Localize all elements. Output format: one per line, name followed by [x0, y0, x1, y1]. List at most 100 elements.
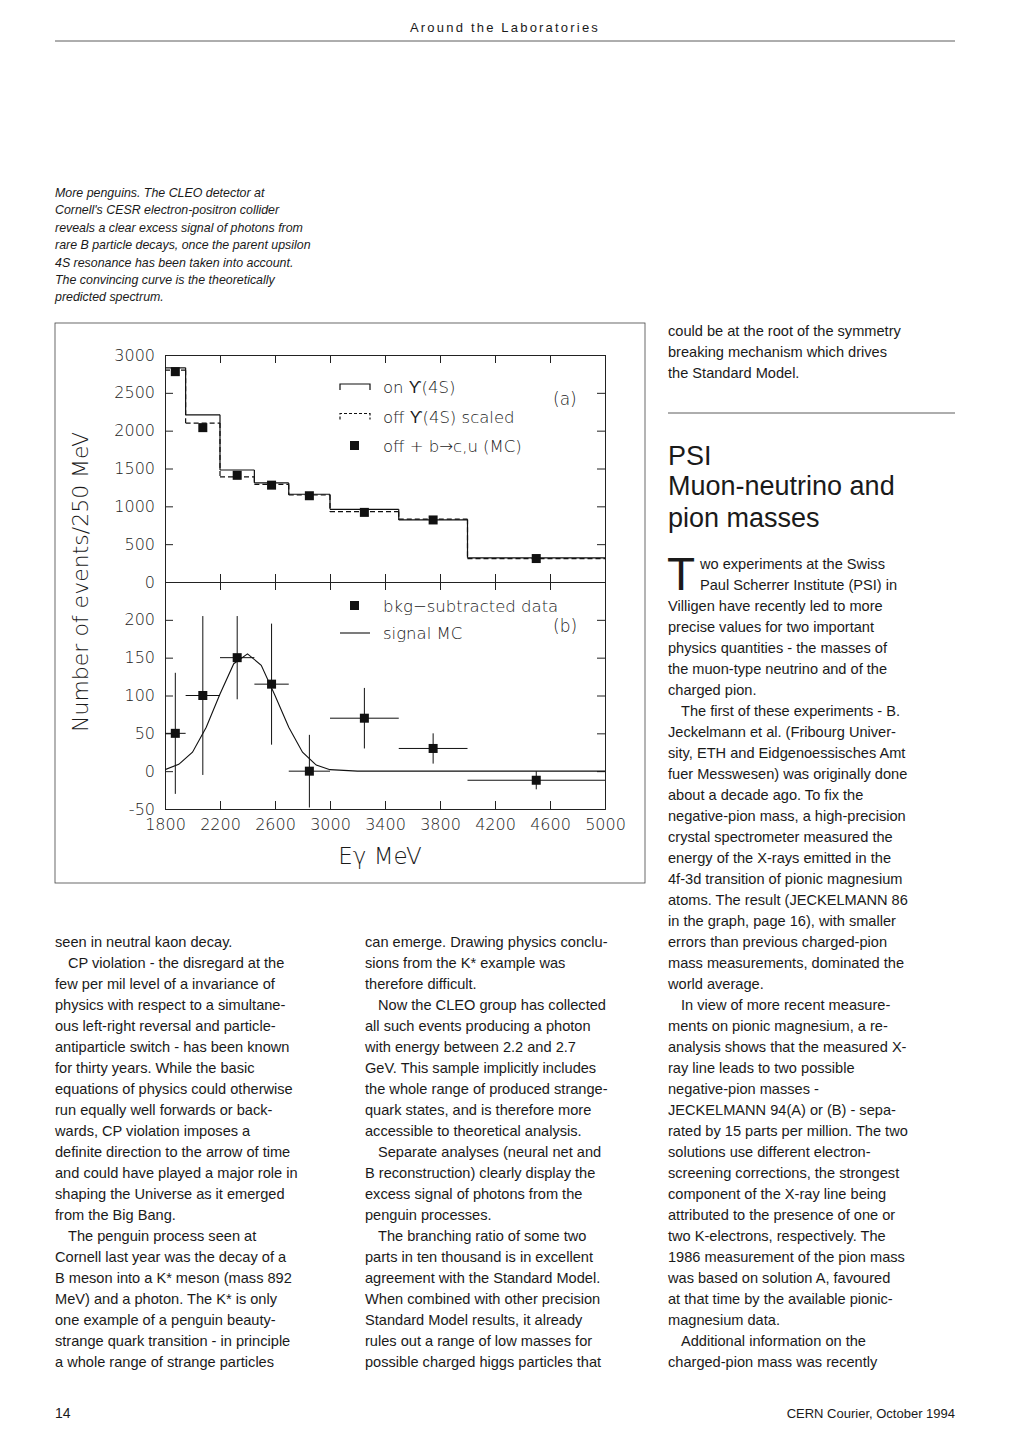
body-line: from the Big Bang.: [55, 1207, 176, 1223]
tick: [385, 355, 386, 363]
tick-mark: [495, 582, 496, 590]
tick: [440, 574, 441, 582]
histogram-step: [186, 414, 220, 415]
body-line: few per mil level of a invariance of: [55, 976, 276, 992]
body-line: can emerge. Drawing physics conclu-: [365, 934, 608, 950]
tick-mark: [220, 355, 221, 363]
axis-line: [166, 801, 606, 810]
marker: [198, 691, 207, 700]
legend-label: signal MC: [383, 624, 462, 643]
tick-mark: [440, 574, 441, 582]
body-line: component of the X-ray line being: [668, 1186, 886, 1202]
body-line: B meson into a K* meson (mass 892: [55, 1270, 292, 1286]
tick-mark: [330, 801, 331, 809]
tick: [597, 809, 605, 810]
tick: [550, 574, 551, 582]
body-line: penguin processes.: [365, 1207, 492, 1223]
axis-line: [166, 583, 174, 810]
body-line: all such events producing a photon: [365, 1018, 591, 1034]
tick-mark: [165, 469, 173, 470]
tick-mark: [385, 574, 386, 582]
y-axis-right: [597, 356, 606, 583]
tick-mark: [275, 801, 276, 809]
marker: [360, 714, 369, 723]
marker: [305, 767, 314, 776]
body-line: equations of physics could otherwise: [55, 1081, 293, 1097]
tick: [597, 393, 605, 394]
tick-label: 2000: [114, 421, 155, 440]
body-line: 4f-3d transition of pionic magnesium: [668, 871, 902, 887]
tick-label: 3400: [365, 815, 406, 834]
body-line: Paul Scherrer Institute (PSI) in: [700, 577, 897, 593]
tick-mark: [597, 469, 605, 470]
tick-mark: [330, 355, 331, 363]
tick: [550, 355, 551, 363]
tick: 150: [124, 648, 173, 667]
tick-mark: [440, 582, 441, 590]
y-axis: 050010001500200025003000: [114, 346, 173, 592]
body-line: mass measurements, dominated the: [668, 955, 904, 971]
tick: [597, 469, 605, 470]
body-line: therefore difficult.: [365, 976, 477, 992]
header-rule: [55, 41, 955, 42]
tick: 2000: [114, 421, 173, 440]
body-line: antiparticle switch - has been known: [55, 1039, 289, 1055]
body-line: could be at the root of the symmetry: [668, 323, 902, 339]
tick-label: 1000: [114, 497, 155, 516]
marker: [429, 744, 438, 753]
page-number: 14: [55, 1405, 71, 1421]
legend-item: signal MC: [340, 624, 462, 643]
drop-cap: T: [667, 548, 695, 600]
legend-item: on ϒ(4S): [340, 378, 455, 397]
tick: [597, 658, 605, 659]
body-line: shaping the Universe as it emerged: [55, 1186, 285, 1202]
body-line: with energy between 2.2 and 2.7: [364, 1039, 576, 1055]
marker: [171, 367, 180, 376]
legend-symbol: [340, 632, 370, 633]
curve: [165, 654, 605, 771]
marker: [360, 508, 369, 517]
tick-mark: [165, 658, 173, 659]
body-line: ments on pionic magnesium, a re-: [668, 1018, 888, 1034]
histogram-riser: [329, 495, 330, 512]
tick-mark: [495, 801, 496, 809]
tick-mark: [597, 355, 605, 356]
tick-mark: [597, 544, 605, 545]
body-line: charged pion.: [668, 682, 756, 698]
tick: 3400: [365, 801, 406, 834]
body-line: errors than previous charged-pion: [668, 934, 887, 950]
legend: on ϒ(4S)off ϒ(4S) scaledoff + b→c,u (MC): [340, 378, 522, 456]
axis-line: [597, 356, 606, 583]
tick: 200: [124, 610, 173, 629]
histogram-riser: [288, 483, 289, 494]
tick-mark: [550, 801, 551, 809]
legend-symbol: [340, 384, 370, 390]
x-axis-top: [166, 355, 606, 363]
tick-label: 0: [145, 573, 155, 592]
legend-item: bkg−subtracted data: [350, 597, 558, 616]
tick-mark: [165, 506, 173, 507]
axis-line: [166, 583, 606, 591]
tick-mark: [597, 658, 605, 659]
legend-label: off ϒ(4S) scaled: [383, 408, 515, 427]
histogram-riser: [398, 509, 399, 520]
tick-label: 3000: [114, 346, 155, 365]
tick-mark: [220, 801, 221, 809]
body-line: wo experiments at the Swiss: [699, 556, 885, 572]
tick-label: 5000: [585, 815, 626, 834]
body-line: the whole range of produced strange-: [365, 1081, 608, 1097]
tick: [597, 620, 605, 621]
headline: PSI: [668, 441, 712, 471]
body-line: one example of a penguin beauty-: [55, 1312, 276, 1328]
headline: pion masses: [668, 503, 820, 533]
body-line: 1986 measurement of the pion mass: [668, 1249, 905, 1265]
tick-mark: [550, 574, 551, 582]
series: [165, 616, 605, 807]
histogram-step: [220, 469, 254, 470]
body-line: CP violation - the disregard at the: [68, 955, 284, 971]
tick-label: 2200: [200, 815, 241, 834]
tick-label: 3800: [420, 815, 461, 834]
tick-mark: [220, 574, 221, 582]
y-axis: -50050100150200: [124, 583, 173, 819]
series: [165, 654, 605, 771]
